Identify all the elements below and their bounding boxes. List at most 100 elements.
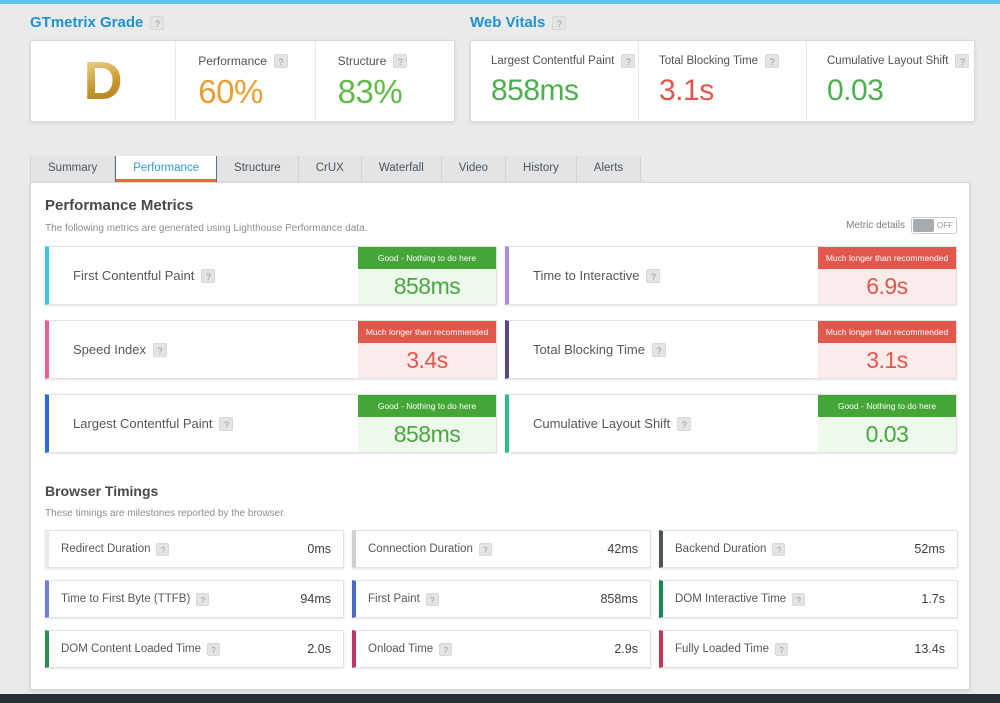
help-icon[interactable]: ?	[478, 542, 492, 556]
lcp-vital-label: Largest Contentful Paint	[491, 55, 615, 67]
metric-value-panel: Good - Nothing to do here 858ms	[358, 247, 496, 304]
timing-value: 42ms	[607, 542, 638, 556]
structure-score-cell: Structure ? 83%	[314, 41, 454, 121]
help-icon[interactable]: ?	[792, 592, 806, 606]
metric-label: Cumulative Layout Shift	[533, 416, 671, 431]
timing-value: 2.0s	[307, 642, 331, 656]
timing-label: Time to First Byte (TTFB)	[61, 593, 191, 605]
lcp-vital-value: 858ms	[491, 74, 579, 107]
metric-status-badge: Much longer than recommended	[358, 321, 496, 343]
timing-label: First Paint	[368, 593, 420, 605]
metric-value-panel: Good - Nothing to do here 858ms	[358, 395, 496, 452]
help-icon[interactable]: ?	[425, 592, 439, 606]
browser-timings-subtitle: These timings are milestones reported by…	[45, 508, 286, 519]
tbt-vital-cell: Total Blocking Time ? 3.1s	[638, 41, 806, 121]
help-icon[interactable]: ?	[765, 54, 780, 68]
metric-label: Total Blocking Time	[533, 342, 645, 357]
tab-performance[interactable]: Performance	[115, 156, 218, 182]
timing-value: 13.4s	[914, 642, 945, 656]
performance-metrics-subtitle: The following metrics are generated usin…	[45, 223, 368, 234]
help-icon[interactable]: ?	[552, 15, 567, 30]
cls-vital-label: Cumulative Layout Shift	[827, 55, 949, 67]
help-icon[interactable]: ?	[156, 542, 170, 556]
help-icon[interactable]: ?	[393, 54, 408, 68]
help-icon[interactable]: ?	[652, 342, 666, 357]
toggle-knob	[913, 219, 934, 232]
help-icon[interactable]: ?	[153, 342, 168, 357]
metric-card-first-contentful-paint: First Contentful Paint ? Good - Nothing …	[45, 246, 497, 305]
help-icon[interactable]: ?	[150, 15, 165, 30]
metric-details-toggle[interactable]: OFF	[911, 217, 957, 234]
timing-label: DOM Content Loaded Time	[61, 643, 201, 655]
web-vitals-section-title: Web Vitals	[470, 14, 546, 31]
performance-score-value: 60%	[198, 73, 263, 110]
metric-details-label: Metric details	[846, 220, 905, 231]
grade-section-title: GTmetrix Grade	[30, 14, 144, 31]
performance-score-cell: Performance ? 60%	[175, 41, 314, 121]
tab-history[interactable]: History	[506, 156, 577, 182]
help-icon[interactable]: ?	[207, 642, 220, 656]
tab-structure[interactable]: Structure	[217, 156, 299, 182]
tbt-vital-label: Total Blocking Time	[659, 55, 759, 67]
help-icon[interactable]: ?	[219, 416, 234, 431]
tab-crux[interactable]: CrUX	[298, 156, 362, 182]
metric-status-badge: Much longer than recommended	[818, 247, 956, 269]
metric-cards-grid: First Contentful Paint ? Good - Nothing …	[45, 246, 957, 453]
grade-section-header: GTmetrix Grade ?	[30, 14, 165, 31]
help-icon[interactable]: ?	[201, 268, 216, 283]
timing-value: 0ms	[307, 542, 331, 556]
metric-card-total-blocking-time: Total Blocking Time ? Much longer than r…	[505, 320, 957, 379]
timing-card-fully-loaded-time: Fully Loaded Time ? 13.4s	[659, 630, 958, 668]
performance-score-label: Performance	[198, 54, 267, 68]
tbt-vital-value: 3.1s	[659, 74, 714, 107]
web-vitals-card: Largest Contentful Paint ? 858ms Total B…	[470, 40, 975, 122]
web-vitals-section-header: Web Vitals ?	[470, 14, 567, 31]
top-edge-strip	[0, 0, 1000, 4]
metric-value: 3.4s	[406, 347, 448, 373]
timing-label: DOM Interactive Time	[675, 593, 787, 605]
metric-details-toggle-row: Metric details OFF	[846, 217, 957, 234]
browser-timings-title: Browser Timings	[45, 483, 159, 499]
help-icon[interactable]: ?	[677, 416, 692, 431]
tab-video[interactable]: Video	[441, 156, 507, 182]
grade-letter: D	[83, 51, 123, 111]
help-icon[interactable]: ?	[646, 268, 661, 283]
timing-card-first-paint: First Paint ? 858ms	[352, 580, 651, 618]
structure-score-value: 83%	[337, 73, 403, 110]
tab-summary[interactable]: Summary	[30, 156, 116, 182]
timing-value: 52ms	[914, 542, 945, 556]
timing-card-redirect-duration: Redirect Duration ? 0ms	[45, 530, 344, 568]
help-icon[interactable]: ?	[196, 592, 210, 606]
metric-card-time-to-interactive: Time to Interactive ? Much longer than r…	[505, 246, 957, 305]
tab-waterfall[interactable]: Waterfall	[361, 156, 442, 182]
timing-label: Onload Time	[368, 643, 434, 655]
metric-card-cumulative-layout-shift: Cumulative Layout Shift ? Good - Nothing…	[505, 394, 957, 453]
metric-value: 858ms	[393, 421, 461, 447]
metric-card-largest-contentful-paint: Largest Contentful Paint ? Good - Nothin…	[45, 394, 497, 453]
timing-value: 2.9s	[614, 642, 638, 656]
cls-vital-value: 0.03	[827, 74, 884, 107]
timing-card-backend-duration: Backend Duration ? 52ms	[659, 530, 958, 568]
metric-status-badge: Good - Nothing to do here	[358, 247, 496, 269]
help-icon[interactable]: ?	[955, 54, 970, 68]
timing-value: 94ms	[300, 592, 331, 606]
metric-card-speed-index: Speed Index ? Much longer than recommend…	[45, 320, 497, 379]
help-icon[interactable]: ?	[772, 542, 786, 556]
structure-score-label: Structure	[337, 54, 387, 68]
help-icon[interactable]: ?	[439, 642, 453, 656]
help-icon[interactable]: ?	[273, 54, 288, 68]
browser-timings-grid: Redirect Duration ? 0ms Connection Durat…	[45, 530, 958, 668]
help-icon[interactable]: ?	[774, 642, 788, 656]
metric-value-panel: Much longer than recommended 3.4s	[358, 321, 496, 378]
timing-label: Fully Loaded Time	[675, 643, 769, 655]
help-icon[interactable]: ?	[621, 54, 636, 68]
metric-label: Largest Contentful Paint	[73, 416, 213, 431]
gtmetrix-grade-card: D Performance ? 60% Structure ? 83%	[30, 40, 455, 122]
metric-label: Time to Interactive	[533, 268, 640, 283]
metric-label: Speed Index	[73, 342, 147, 357]
metric-value-panel: Much longer than recommended 3.1s	[818, 321, 956, 378]
timing-label: Redirect Duration	[61, 543, 151, 555]
bottom-edge-strip	[0, 694, 1000, 703]
tab-alerts[interactable]: Alerts	[576, 156, 642, 182]
